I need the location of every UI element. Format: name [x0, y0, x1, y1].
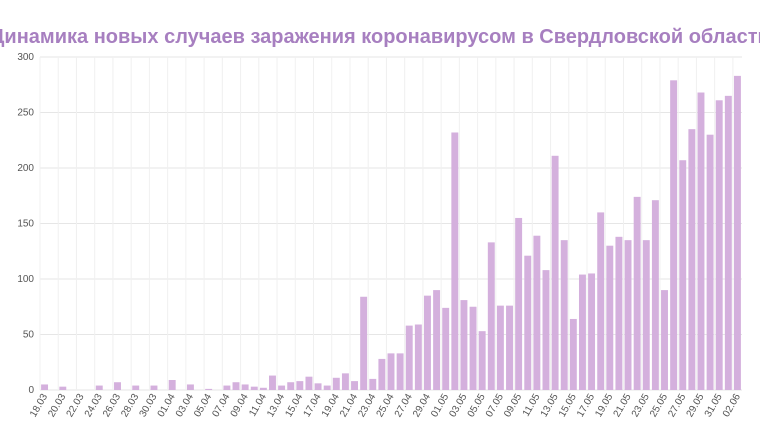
bar	[588, 273, 596, 390]
bar	[733, 75, 741, 391]
bar	[205, 388, 213, 390]
bar	[305, 376, 313, 390]
bar	[269, 375, 276, 390]
y-tick-label: 0	[28, 385, 34, 396]
bar	[478, 331, 486, 390]
bar	[378, 358, 386, 390]
bar	[451, 132, 459, 391]
y-tick-label: 250	[17, 108, 34, 119]
chart-title: Динамика новых случаев заражения коронав…	[0, 26, 760, 48]
bar	[95, 385, 103, 390]
bar	[496, 305, 504, 390]
bar	[168, 380, 176, 390]
bar	[633, 196, 641, 390]
y-tick-label: 150	[17, 219, 34, 230]
bar	[250, 386, 258, 390]
x-tick-label: 09.04	[229, 392, 251, 420]
bar	[715, 100, 723, 390]
bar	[615, 236, 623, 390]
bar	[642, 240, 650, 390]
bar	[387, 353, 395, 390]
bar	[278, 385, 286, 390]
bar	[706, 134, 714, 390]
bar	[524, 255, 532, 390]
bar	[551, 155, 559, 390]
bar	[442, 307, 450, 390]
bar	[186, 384, 194, 390]
bar	[597, 212, 605, 390]
bar	[697, 92, 705, 391]
bar	[424, 295, 431, 390]
bar	[351, 381, 358, 390]
y-tick-label: 300	[17, 52, 34, 63]
bar	[405, 325, 413, 390]
bar	[569, 318, 577, 390]
y-tick-label: 100	[17, 274, 34, 285]
bar	[670, 80, 678, 390]
bar	[323, 385, 331, 390]
x-tick-label: 09.05	[502, 392, 524, 420]
bar	[533, 235, 541, 390]
bar	[606, 245, 614, 390]
bar	[433, 290, 441, 390]
bar	[59, 386, 67, 390]
bar	[661, 290, 668, 390]
bar	[341, 373, 349, 390]
bar	[624, 240, 632, 390]
bar	[296, 381, 304, 390]
bar	[332, 377, 340, 390]
bar	[314, 383, 322, 390]
bar	[469, 306, 477, 390]
bar	[287, 382, 295, 390]
bar	[651, 200, 659, 390]
bar	[679, 160, 687, 390]
bar	[515, 217, 523, 390]
y-tick-label: 200	[17, 163, 34, 174]
bar	[414, 324, 422, 390]
bar	[724, 95, 732, 390]
bar	[506, 305, 513, 390]
bar	[259, 387, 267, 390]
bar	[360, 296, 368, 390]
bar	[396, 353, 404, 390]
bar	[132, 385, 140, 390]
bar	[150, 385, 158, 390]
bar	[578, 274, 586, 390]
x-tick-label: 02.06	[721, 392, 743, 420]
bar	[542, 270, 550, 390]
bar	[223, 385, 231, 390]
bar	[232, 382, 240, 390]
y-tick-label: 50	[23, 330, 35, 341]
bar	[41, 384, 49, 390]
bar	[460, 300, 468, 390]
bar	[487, 242, 495, 390]
bar	[688, 129, 696, 390]
bar	[241, 384, 249, 390]
bar	[114, 382, 121, 390]
bar	[369, 378, 377, 390]
bar	[560, 240, 568, 390]
